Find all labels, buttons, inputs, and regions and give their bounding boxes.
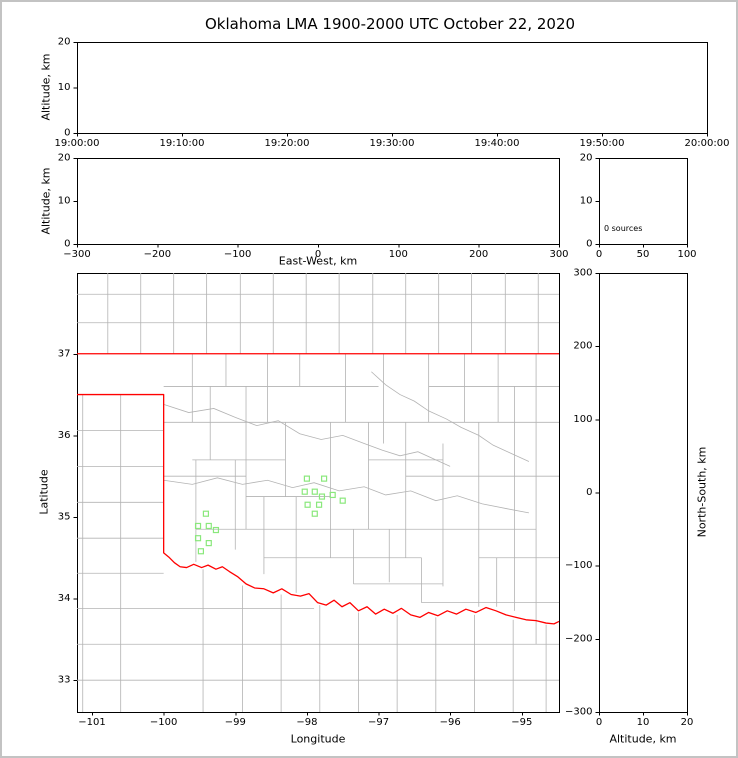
x-tick-label: −101 [78,717,105,728]
lma-station-marker [205,539,212,547]
y-ticks: 33 34 35 36 37 [58,348,77,686]
y-tick-label: 0 [586,487,592,498]
x-tick-label: 19:20:00 [265,138,310,149]
x-tick-label: 300 [549,249,568,260]
x-tick-label: 19:10:00 [160,138,205,149]
y-tick-label: 20 [58,37,71,48]
x-tick-label: 0 [596,249,602,260]
y-tick-label: 36 [58,430,71,441]
x-tick-label: −97 [368,717,389,728]
x-tick-label: −96 [440,717,461,728]
x-tick-label: 19:50:00 [580,138,625,149]
x-tick-label: 19:30:00 [370,138,415,149]
y-tick-label: 300 [573,268,592,279]
y-tick-label: 20 [580,153,593,164]
y-tick-label: 35 [58,511,71,522]
x-tick-label: −300 [63,249,90,260]
map-ylabel: Latitude [37,469,51,515]
y-tick-label: 10 [580,196,593,207]
y-tick-label: 10 [58,196,71,207]
lma-stations [194,475,346,555]
panel-time_height: 19:00:00 19:10:00 19:20:00 19:30:00 19:40:00… [55,37,730,149]
lma-station-marker [202,510,210,517]
x-ticks: 0 10 20 [596,712,694,728]
lma-station-marker [205,522,212,530]
y-tick-label: 37 [58,348,71,359]
x-tick-label: 0 [596,717,602,728]
y-tick-label: −100 [565,560,592,571]
lma-station-marker [303,475,310,482]
x-tick-label: −98 [296,717,317,728]
panel-ns_height: 0 10 20 −300 −200 −100 0 100 200 300 [565,268,693,728]
state-border-line [77,393,559,625]
y-tick-label: 33 [58,675,71,686]
y-tick-label: 10 [58,82,71,93]
x-tick-label: −95 [511,717,532,728]
x-tick-label: 19:00:00 [55,138,100,149]
x-ticks: 19:00:00 19:10:00 19:20:00 19:30:00 19:40:00… [55,133,730,149]
x-tick-label: 20:00:00 [685,138,730,149]
y-tick-label: −300 [565,707,592,718]
lma-station-marker [318,493,326,500]
y-tick-label: 100 [573,414,592,425]
lma-station-marker [311,488,318,495]
y-tick-label: 0 [64,239,70,250]
y-tick-label: 34 [58,593,71,604]
x-ticks: −300 −200 −100 0 100 200 300 [63,244,569,260]
time-panel-ylabel: Altitude, km [39,53,53,121]
x-tick-label: 0 [315,249,321,260]
y-tick-label: 200 [573,341,592,352]
y-tick-label: −200 [565,633,592,644]
lma-station-marker [304,501,311,508]
x-tick-label: −100 [150,717,177,728]
lma-station-marker [339,497,346,504]
panel-ew_height: −300 −200 −100 0 100 200 300 0 10 20 [58,153,569,260]
x-tick-label: 50 [637,249,650,260]
y-tick-label: 20 [58,153,71,164]
county-river-line [163,403,451,467]
ew-panel-ylabel: Altitude, km [39,167,53,235]
chart-title: Oklahoma LMA 1900-2000 UTC October 22, 2… [204,15,576,33]
lma-station-marker [197,548,205,555]
lma-station-marker [320,475,328,482]
x-tick-label: 100 [389,249,408,260]
map-content [77,273,559,712]
ns-panel-ylabel: North-South, km [695,446,709,538]
lma-station-marker [311,510,318,517]
county-river-line [371,371,530,462]
x-tick-label: 10 [637,717,650,728]
ew-panel-xlabel: East-West, km [278,254,358,268]
x-tick-label: −200 [144,249,171,260]
x-tick-label: −99 [225,717,246,728]
y-tick-label: 0 [586,239,592,250]
lma-station-marker [329,491,336,499]
map-xlabel: Longitude [290,732,346,746]
x-tick-label: 19:40:00 [475,138,520,149]
state-border [77,353,559,625]
y-ticks: 0 10 20 [58,153,77,250]
panel-plan_view: −101 −100 −99 −98 −97 −96 −95 33 34 35 36 37 [58,273,560,728]
county-river-line [163,477,529,514]
y-ticks: 0 10 20 [580,153,599,250]
y-tick-label: 0 [64,128,70,139]
x-ticks: −101 −100 −99 −98 −97 −96 −95 [78,712,532,728]
lma-station-marker [194,522,202,530]
x-tick-label: 100 [677,249,696,260]
lma-station-marker [194,535,202,542]
sources-count-annotation: 0 sources [604,224,643,233]
lma-station-marker [315,501,323,508]
ns-panel-xlabel: Altitude, km [609,732,677,746]
lma-station-marker [301,488,308,495]
county-lines [77,273,559,712]
x-ticks: 0 50 100 [596,244,697,260]
panel-source_histogram: 0 50 100 0 10 20 [580,153,697,260]
x-tick-label: −100 [224,249,251,260]
x-tick-label: 200 [469,249,488,260]
x-tick-label: 20 [681,717,694,728]
y-ticks: 0 10 20 [58,37,77,139]
y-ticks: −300 −200 −100 0 100 200 300 [565,268,599,718]
lma-station-marker [212,526,220,534]
